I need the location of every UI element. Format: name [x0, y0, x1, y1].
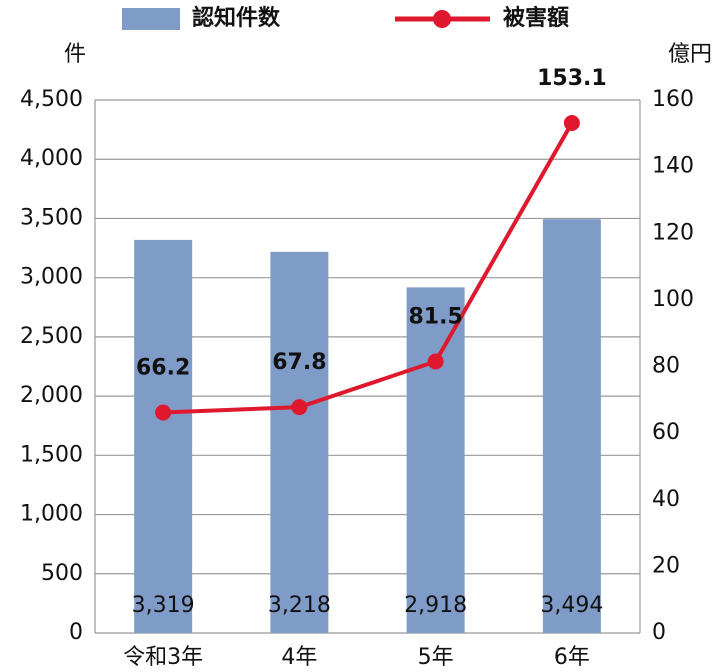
y-tick-label: 0	[69, 620, 83, 645]
line-value-label: 153.1	[537, 66, 607, 91]
line-value-label: 66.2	[136, 355, 190, 380]
y2-tick-label: 120	[652, 220, 694, 245]
legend-swatch	[122, 8, 180, 30]
line-point	[427, 353, 444, 370]
y-tick-label: 3,500	[20, 205, 83, 230]
bar-value-label: 3,218	[268, 593, 331, 618]
y2-tick-label: 60	[652, 420, 680, 445]
bar-value-label: 3,319	[132, 593, 195, 618]
y-axis-unit: 件	[64, 42, 86, 67]
y2-tick-label: 0	[652, 620, 666, 645]
y-tick-label: 2,000	[20, 383, 83, 408]
y-tick-label: 4,000	[20, 146, 83, 171]
y-tick-label: 4,500	[20, 87, 83, 112]
y-tick-label: 3,000	[20, 265, 83, 290]
line-point	[291, 399, 308, 416]
line-value-label: 81.5	[408, 305, 462, 330]
bar	[542, 219, 601, 634]
legend-label: 認知件数	[192, 5, 281, 31]
bar	[134, 239, 193, 634]
legend-swatch	[433, 10, 451, 28]
y2-tick-label: 20	[652, 553, 680, 578]
x-tick-label: 4年	[281, 645, 317, 670]
x-tick-label: 6年	[554, 645, 590, 670]
bar	[270, 251, 329, 634]
x-tick-label: 5年	[418, 645, 454, 670]
bar-value-label: 3,494	[540, 593, 603, 618]
y2-tick-label: 140	[652, 154, 694, 179]
y2-tick-label: 100	[652, 287, 694, 312]
y2-axis-unit: 億円	[668, 42, 712, 67]
y-tick-label: 500	[41, 561, 83, 586]
line-point	[563, 114, 580, 131]
y-tick-label: 1,500	[20, 442, 83, 467]
line-point	[155, 404, 172, 421]
line	[163, 121, 574, 415]
line-value-label: 67.8	[272, 350, 326, 375]
x-tick-label: 令和3年	[123, 645, 203, 670]
y2-tick-label: 40	[652, 487, 680, 512]
bar	[406, 287, 465, 633]
y-tick-label: 1,000	[20, 502, 83, 527]
y2-tick-label: 160	[652, 87, 694, 112]
y-tick-label: 2,500	[20, 324, 83, 349]
legend-label: 被害額	[503, 5, 569, 31]
y2-tick-label: 80	[652, 354, 680, 379]
bar-value-label: 2,918	[404, 593, 467, 618]
